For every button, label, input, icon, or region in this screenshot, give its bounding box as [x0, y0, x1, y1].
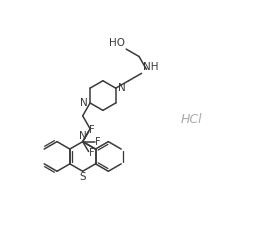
Text: F: F	[95, 137, 100, 147]
Text: F: F	[89, 125, 94, 135]
Text: F: F	[89, 148, 94, 158]
Text: N: N	[79, 131, 87, 141]
Text: HO: HO	[109, 38, 125, 48]
Text: NH: NH	[143, 62, 158, 72]
Text: S: S	[79, 172, 86, 182]
Text: N: N	[80, 98, 88, 108]
Text: N: N	[118, 83, 126, 93]
Text: HCl: HCl	[180, 113, 202, 126]
